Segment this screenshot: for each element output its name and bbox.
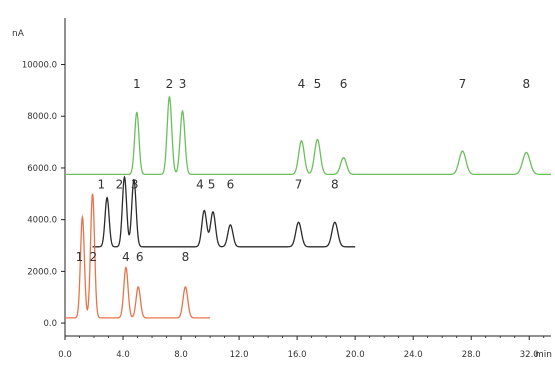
- peak-label: 1: [97, 178, 105, 192]
- peak-label: 1: [76, 250, 84, 264]
- y-tick-label: 2000.0: [27, 267, 57, 277]
- peak-label: 6: [340, 77, 348, 91]
- peak-label: 4: [298, 77, 306, 91]
- peak-label: 4: [122, 250, 130, 264]
- peak-label: 3: [131, 178, 139, 192]
- series-2-trace: [65, 193, 211, 319]
- peak-label: 3: [179, 77, 187, 91]
- peak-label: 4: [196, 178, 204, 192]
- series-0-trace: [65, 95, 551, 176]
- y-axis-label: nA: [12, 29, 25, 39]
- peak-label: 2: [166, 77, 174, 91]
- x-tick-label: 32.0: [520, 350, 539, 360]
- peak-labels: 1 2 3 4 5 6 7 81 2 3 4 5 6 7 81 2 4 6 8: [76, 77, 530, 264]
- x-tick-label: 12.0: [230, 350, 249, 360]
- peak-label: 7: [295, 178, 303, 192]
- peak-label: 6: [227, 178, 235, 192]
- x-tick-label: 28.0: [462, 350, 481, 360]
- series-1-trace: [92, 175, 356, 248]
- peak-label: 2: [89, 250, 97, 264]
- peak-label: 5: [314, 77, 322, 91]
- peak-label: 1: [133, 77, 141, 91]
- peak-label: 7: [459, 77, 467, 91]
- peak-label: 5: [208, 178, 216, 192]
- series-group: [65, 95, 551, 319]
- y-tick-label: 8000.0: [27, 112, 57, 122]
- peak-label: 6: [136, 250, 144, 264]
- x-tick-label: 16.0: [288, 350, 307, 360]
- peak-label: 8: [331, 178, 339, 192]
- y-tick-label: 4000.0: [27, 216, 57, 226]
- x-tick-label: 20.0: [346, 350, 365, 360]
- y-tick-label: 10000.0: [22, 61, 57, 71]
- y-tick-label: 0.0: [43, 319, 57, 329]
- y-tick-label: 6000.0: [27, 164, 57, 174]
- x-axis-label: min: [535, 350, 552, 360]
- peak-label: 8: [523, 77, 531, 91]
- peak-label: 8: [182, 250, 190, 264]
- x-tick-label: 0.0: [58, 350, 72, 360]
- x-tick-label: 4.0: [116, 350, 130, 360]
- x-tick-label: 8.0: [174, 350, 188, 360]
- peak-label: 2: [116, 178, 124, 192]
- axes: 0.0 2000.0 4000.0 6000.0 8000.0 10000.0 0.0 4.0…: [22, 18, 551, 360]
- x-tick-label: 24.0: [404, 350, 423, 360]
